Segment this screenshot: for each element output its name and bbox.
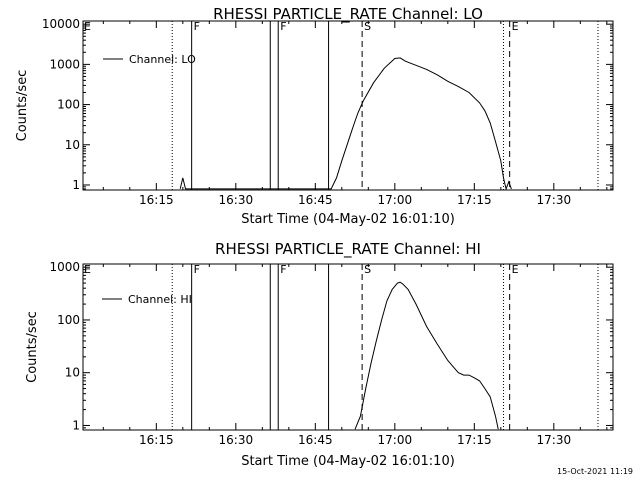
- corner-flag-letter: E: [84, 263, 91, 276]
- footer-date: 15-Oct-2021 11:19: [557, 467, 633, 476]
- chart-title: RHESSI PARTICLE_RATE Channel: HI: [215, 240, 481, 259]
- flag-letter: E: [512, 263, 519, 276]
- x-tick-label: 16:15: [139, 193, 174, 207]
- x-tick-label: 17:30: [537, 433, 572, 447]
- legend-label: Channel: LO: [129, 53, 196, 66]
- corner-flag-letter: E: [84, 20, 91, 33]
- panel-lo: RHESSI PARTICLE_RATE Channel: LO 16:15 16:…: [15, 5, 614, 227]
- legend-label: Channel: HI: [128, 293, 192, 306]
- x-tick-label: 16:45: [298, 433, 333, 447]
- plot-frame: [82, 263, 614, 431]
- y-axis-label: Counts/sec: [25, 311, 40, 383]
- plot-frame: [82, 20, 614, 191]
- y-tick-label: 10: [65, 366, 80, 380]
- y-tick-label: 1000: [49, 57, 80, 71]
- flag-letter: E: [512, 20, 519, 33]
- x-tick-label: 17:00: [378, 433, 413, 447]
- flag-letter: F: [280, 20, 286, 33]
- y-tick-label: 1000: [49, 260, 80, 274]
- flag-letter: F: [194, 20, 200, 33]
- x-tick-label: 17:30: [537, 193, 572, 207]
- chart-title: RHESSI PARTICLE_RATE Channel: LO: [213, 5, 483, 24]
- x-axis-label: Start Time (04-May-02 16:01:10): [241, 212, 455, 227]
- y-tick-label: 10: [65, 138, 80, 152]
- flag-letter: F: [280, 263, 286, 276]
- y-tick-label: 100: [57, 313, 80, 327]
- x-tick-label: 17:00: [378, 193, 413, 207]
- series-line-0: [179, 57, 512, 191]
- y-tick-label: 100: [57, 98, 80, 112]
- x-tick-label: 16:15: [139, 433, 174, 447]
- y-tick-label: 1: [72, 178, 80, 192]
- flag-letter: S: [364, 20, 371, 33]
- x-tick-label: 17:15: [457, 193, 492, 207]
- y-axis-label: Counts/sec: [15, 70, 30, 142]
- y-tick-label: 1: [72, 418, 80, 432]
- series-line-0: [354, 281, 499, 430]
- x-tick-label: 16:45: [298, 193, 333, 207]
- x-tick-label: 16:30: [219, 433, 254, 447]
- chart-panels: RHESSI PARTICLE_RATE Channel: LO 16:15 16:…: [15, 5, 614, 469]
- x-tick-label: 17:15: [457, 433, 492, 447]
- x-axis-label: Start Time (04-May-02 16:01:10): [241, 454, 455, 469]
- x-tick-label: 16:30: [219, 193, 254, 207]
- flag-letter: S: [364, 263, 371, 276]
- panel-hi: RHESSI PARTICLE_RATE Channel: HI 16:15 16:…: [25, 240, 614, 469]
- flag-letter: F: [194, 263, 200, 276]
- y-tick-label: 10000: [42, 17, 80, 31]
